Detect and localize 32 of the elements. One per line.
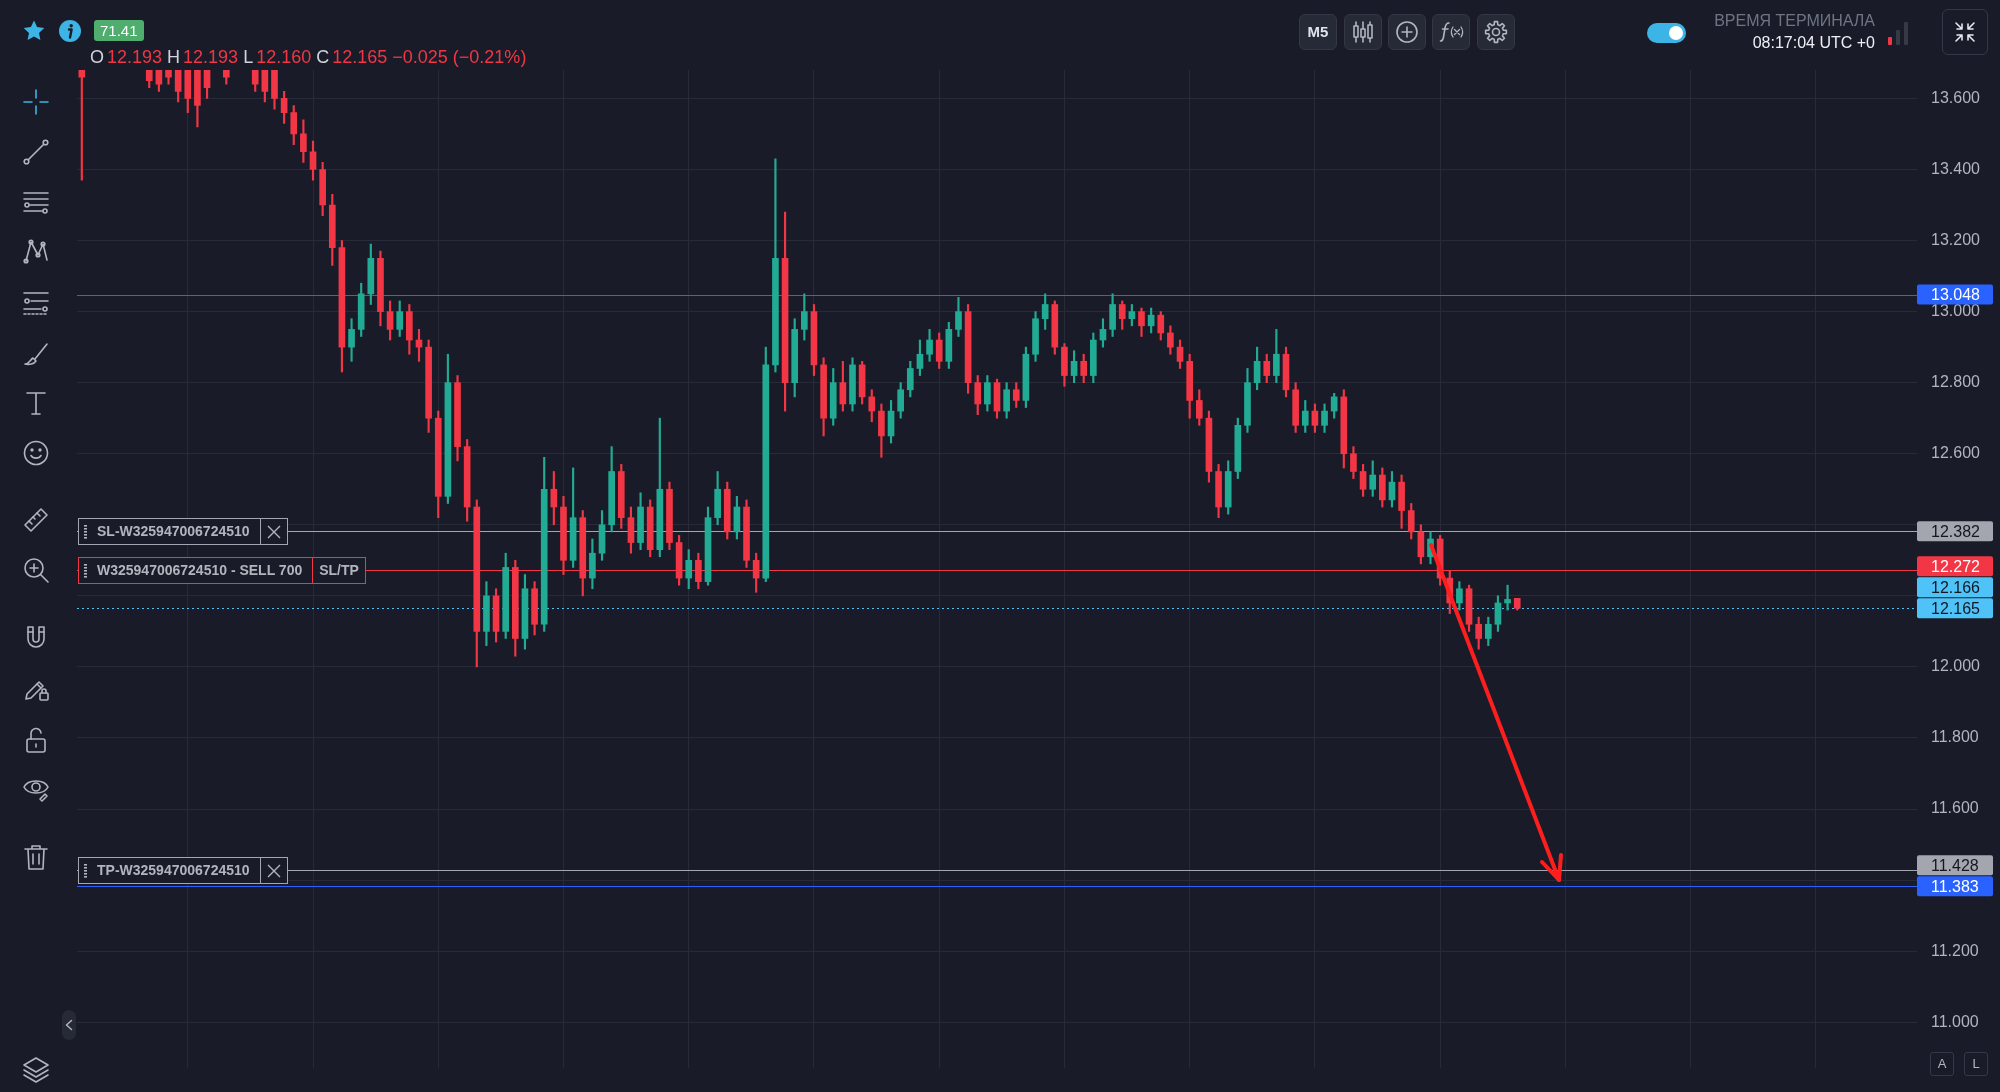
y-tick-label: 11.800	[1931, 728, 1979, 746]
ref-line-label: 11.428	[1931, 856, 1979, 874]
label-box: SL-W325947006724510	[78, 518, 288, 545]
ref-line-label: 13.048	[1931, 285, 1981, 303]
candlestick	[1504, 584, 1511, 611]
label-box: TP-W325947006724510	[78, 857, 288, 884]
y-tick-label: 11.200	[1931, 941, 1979, 959]
y-tick-label: 13.400	[1931, 159, 1981, 177]
annotation: TP-W325947006724510	[97, 861, 250, 880]
label-box: W325947006724510 - SELL 700 SL/TP	[78, 557, 366, 584]
annotation: SL/TP	[319, 561, 359, 580]
text: A	[1937, 1056, 1947, 1071]
text: 08:17:04 UTC +0	[1752, 34, 1875, 51]
y-tick-label: 11.600	[1931, 799, 1979, 817]
y-tick-label: 13.000	[1931, 302, 1981, 320]
y-tick-label: 12.600	[1931, 444, 1981, 462]
y-tick-label: 12.800	[1931, 373, 1981, 391]
ref-line-label: 11.383	[1931, 877, 1979, 895]
text: 71.41	[100, 22, 138, 39]
text: 12.166	[1931, 578, 1981, 596]
y-tick-label: 13.600	[1931, 88, 1981, 106]
annotation: SL-W325947006724510	[97, 522, 250, 541]
y-tick-label: 11.000	[1931, 1012, 1979, 1030]
text: L	[1972, 1056, 1980, 1071]
ref-line-label: 12.165	[1931, 599, 1981, 617]
text: ВРЕМЯ ТЕРМИНАЛА	[1714, 12, 1875, 29]
y-tick-label: 13.200	[1931, 230, 1981, 248]
y-tick-label: 12.000	[1931, 657, 1981, 675]
annotation: W325947006724510 - SELL 700	[97, 561, 303, 580]
timeframe-button: M5	[1299, 14, 1337, 50]
ref-line-label: 12.272	[1931, 557, 1981, 575]
ref-line-label: 12.382	[1931, 522, 1981, 540]
